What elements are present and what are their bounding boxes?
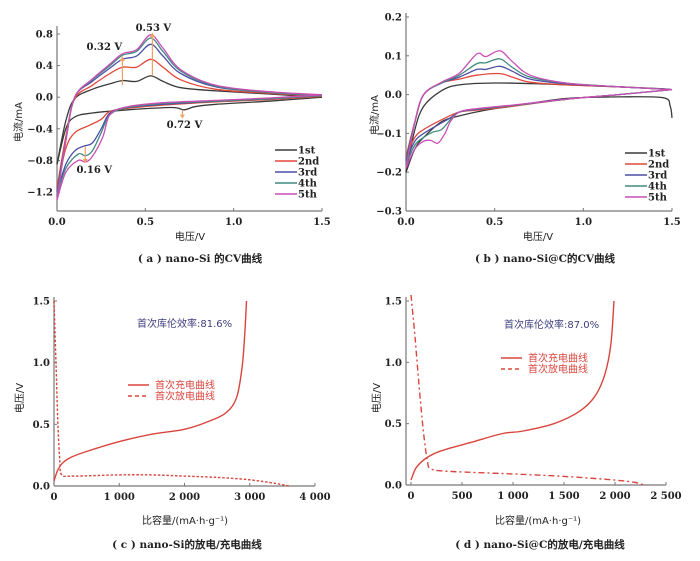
legend-label: 2nd — [648, 160, 669, 171]
arrow-head — [119, 56, 125, 61]
x-tick-label: 1.5 — [663, 217, 680, 228]
y-tick-label: 0.1 — [385, 51, 402, 62]
legend-label: 2nd — [298, 157, 319, 168]
arrow-head — [179, 114, 185, 119]
x-tick-label: 1 000 — [497, 491, 528, 502]
peak-annotation: 0.32 V — [87, 42, 123, 53]
y-axis-label: 电压/V — [370, 383, 383, 413]
y-tick-label: 1.0 — [385, 358, 402, 369]
x-tick-label: 1.0 — [575, 217, 592, 228]
x-tick-label: 1 500 — [548, 491, 579, 502]
peak-annotation: 0.53 V — [136, 23, 172, 34]
legend-label: 1st — [298, 146, 316, 157]
x-tick-label: 0.0 — [397, 217, 414, 228]
cv-curve-1st-cathodic — [405, 96, 673, 173]
peak-annotation: 0.72 V — [167, 120, 203, 131]
charge-curve — [53, 300, 248, 482]
arrow-head — [149, 32, 155, 38]
y-tick-label: 1.5 — [385, 297, 402, 308]
discharge-curve — [53, 300, 290, 487]
legend-label: 3rd — [648, 171, 667, 182]
coulombic-efficiency-annotation: 首次库伦效率:81.6% — [137, 317, 232, 330]
x-axis-label: 电压/V — [523, 230, 553, 243]
chart-panel-b: 0.0 0.5 1.0 1.5 0.2 0.1 0.0 −0.1 −0.2 −0.3 电压/V 电流/… — [368, 13, 681, 266]
legend-label: 1st — [648, 149, 666, 160]
x-tick-label: 3 000 — [234, 492, 265, 503]
y-tick-label: −0.2 — [376, 168, 402, 179]
legend-label: 首次放电曲线 — [528, 363, 588, 376]
y-tick-label: 0.5 — [385, 419, 402, 430]
y-tick-label: 0.0 — [385, 481, 402, 492]
x-axis-label: 比容量/(mA·h·g⁻¹) — [495, 514, 581, 527]
y-tick-label: −1.2 — [27, 188, 53, 199]
y-tick-label: −0.3 — [376, 207, 402, 218]
coulombic-efficiency-annotation: 首次库伦效率:87.0% — [504, 318, 599, 331]
x-tick-label: 1.0 — [225, 217, 242, 228]
x-tick-label: 4 000 — [299, 492, 330, 503]
y-axis-label: 电流/mA — [368, 95, 381, 135]
y-tick-label: 0.5 — [33, 420, 50, 431]
y-axis-label: 电流/mA — [12, 102, 25, 142]
x-tick-label: 0 — [51, 492, 58, 503]
y-tick-label: 0.0 — [36, 93, 53, 104]
x-tick-label: 0.0 — [48, 217, 65, 228]
legend-label: 首次充电曲线 — [155, 379, 215, 392]
cv-curve-5th-cathodic — [405, 88, 673, 169]
y-tick-label: 0.4 — [36, 61, 53, 72]
x-tick-label: 2 000 — [169, 492, 200, 503]
y-tick-label: 1.0 — [33, 358, 50, 369]
cv-curve-5th-anodic — [56, 34, 323, 200]
x-tick-label: 2 000 — [599, 491, 630, 502]
y-tick-label: −0.8 — [27, 156, 53, 167]
panel-caption: ( b ) nano-Si@C的CV曲线 — [475, 252, 616, 265]
legend-label: 5th — [648, 193, 668, 204]
x-tick-label: 0.5 — [137, 217, 154, 228]
x-axis-label: 比容量/(mA·h·g⁻¹) — [142, 514, 228, 527]
x-tick-label: 0 — [408, 491, 415, 502]
x-axis-label: 电压/V — [175, 230, 205, 243]
cv-curve-5th-cathodic — [56, 94, 323, 201]
y-tick-label: 0.2 — [385, 13, 402, 24]
legend-label: 首次放电曲线 — [155, 390, 215, 403]
legend-label: 3rd — [298, 168, 317, 179]
cv-curve-4th-anodic — [405, 58, 673, 165]
y-tick-label: 1.5 — [33, 297, 50, 308]
y-tick-label: −0.4 — [27, 124, 53, 135]
y-axis-label: 电压/V — [13, 383, 26, 413]
cv-curve-2nd-cathodic — [405, 88, 673, 157]
peak-annotation: 0.16 V — [76, 165, 112, 176]
y-tick-label: 0.0 — [33, 482, 50, 493]
x-tick-label: 1.5 — [313, 217, 330, 228]
y-tick-label: 0.0 — [385, 90, 402, 101]
cv-curve-4th-cathodic — [56, 94, 323, 197]
legend-label: 4th — [648, 182, 668, 193]
y-tick-label: 0.8 — [36, 30, 53, 41]
y-tick-label: −0.1 — [376, 129, 402, 140]
discharge-curve — [410, 294, 644, 486]
x-tick-label: 500 — [452, 491, 473, 502]
chart-panel-a: 0.0 0.5 1.0 1.5 0.8 0.4 0.0 −0.4 −0.8 −1.2 电压/V 电流/… — [12, 23, 331, 265]
legend-label: 首次充电曲线 — [528, 352, 588, 365]
cv-curve-2nd-cathodic — [56, 95, 323, 189]
x-tick-label: 0.5 — [486, 217, 503, 228]
x-tick-label: 2 500 — [650, 491, 681, 502]
cv-curve-1st-cathodic — [56, 96, 323, 165]
legend-label: 4th — [298, 179, 318, 190]
x-tick-label: 1 000 — [104, 492, 135, 503]
chart-panel-c: 0 1 000 2 000 3 000 4 000 0.0 0.5 1.0 1.5 比容量/(mA… — [13, 297, 331, 552]
panel-caption: ( c ) nano-Si的放电/充电曲线 — [112, 538, 262, 551]
cv-curve-5th-anodic — [405, 50, 673, 169]
arrow-head — [82, 158, 88, 164]
legend-label: 5th — [298, 190, 318, 201]
cv-curve-2nd-anodic — [405, 72, 673, 157]
panel-caption: ( d ) nano-Si@C的放电/充电曲线 — [455, 538, 625, 551]
chart-panel-d: 0 500 1 000 1 500 2 000 2 500 0.0 0.5 1.0 1.5 比容量/… — [370, 294, 682, 551]
panel-caption: ( a ) nano-Si 的CV曲线 — [138, 252, 263, 265]
